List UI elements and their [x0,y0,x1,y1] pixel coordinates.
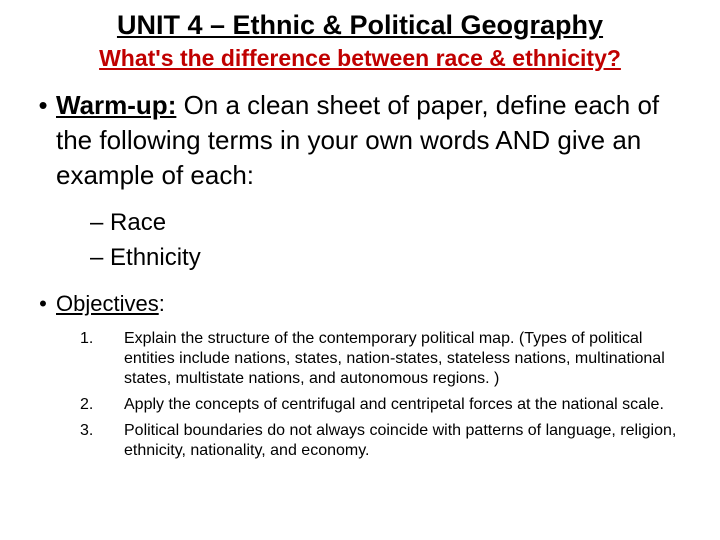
objectives-label: Objectives: [56,290,165,319]
objective-item: 2. Apply the concepts of centrifugal and… [80,395,690,415]
objectives-list: 1. Explain the structure of the contempo… [80,329,690,461]
objectives-label-text: Objectives [56,291,159,316]
bullet-icon: • [30,290,56,319]
bullet-icon: • [30,88,56,123]
warmup-sublist: – Race – Ethnicity [90,207,690,274]
objective-number: 3. [80,421,124,441]
warmup-label: Warm-up: [56,90,176,120]
slide-title: UNIT 4 – Ethnic & Political Geography [30,10,690,41]
objective-text: Explain the structure of the contemporar… [124,329,690,389]
sub-item-text: Race [110,209,166,236]
dash-icon: – [90,209,110,236]
objective-item: 1. Explain the structure of the contempo… [80,329,690,389]
sub-item: – Race [90,207,690,239]
objective-text: Political boundaries do not always coinc… [124,421,690,461]
objectives-header: • Objectives: [30,290,690,319]
slide-subtitle: What's the difference between race & eth… [30,45,690,72]
dash-icon: – [90,244,110,271]
objective-number: 2. [80,395,124,415]
warmup-block: • Warm-up: On a clean sheet of paper, de… [30,88,690,193]
sub-item: – Ethnicity [90,242,690,274]
sub-item-text: Ethnicity [110,244,201,271]
objective-number: 1. [80,329,124,349]
objective-text: Apply the concepts of centrifugal and ce… [124,395,690,415]
objective-item: 3. Political boundaries do not always co… [80,421,690,461]
objectives-colon: : [159,291,165,316]
warmup-text: Warm-up: On a clean sheet of paper, defi… [56,88,690,193]
